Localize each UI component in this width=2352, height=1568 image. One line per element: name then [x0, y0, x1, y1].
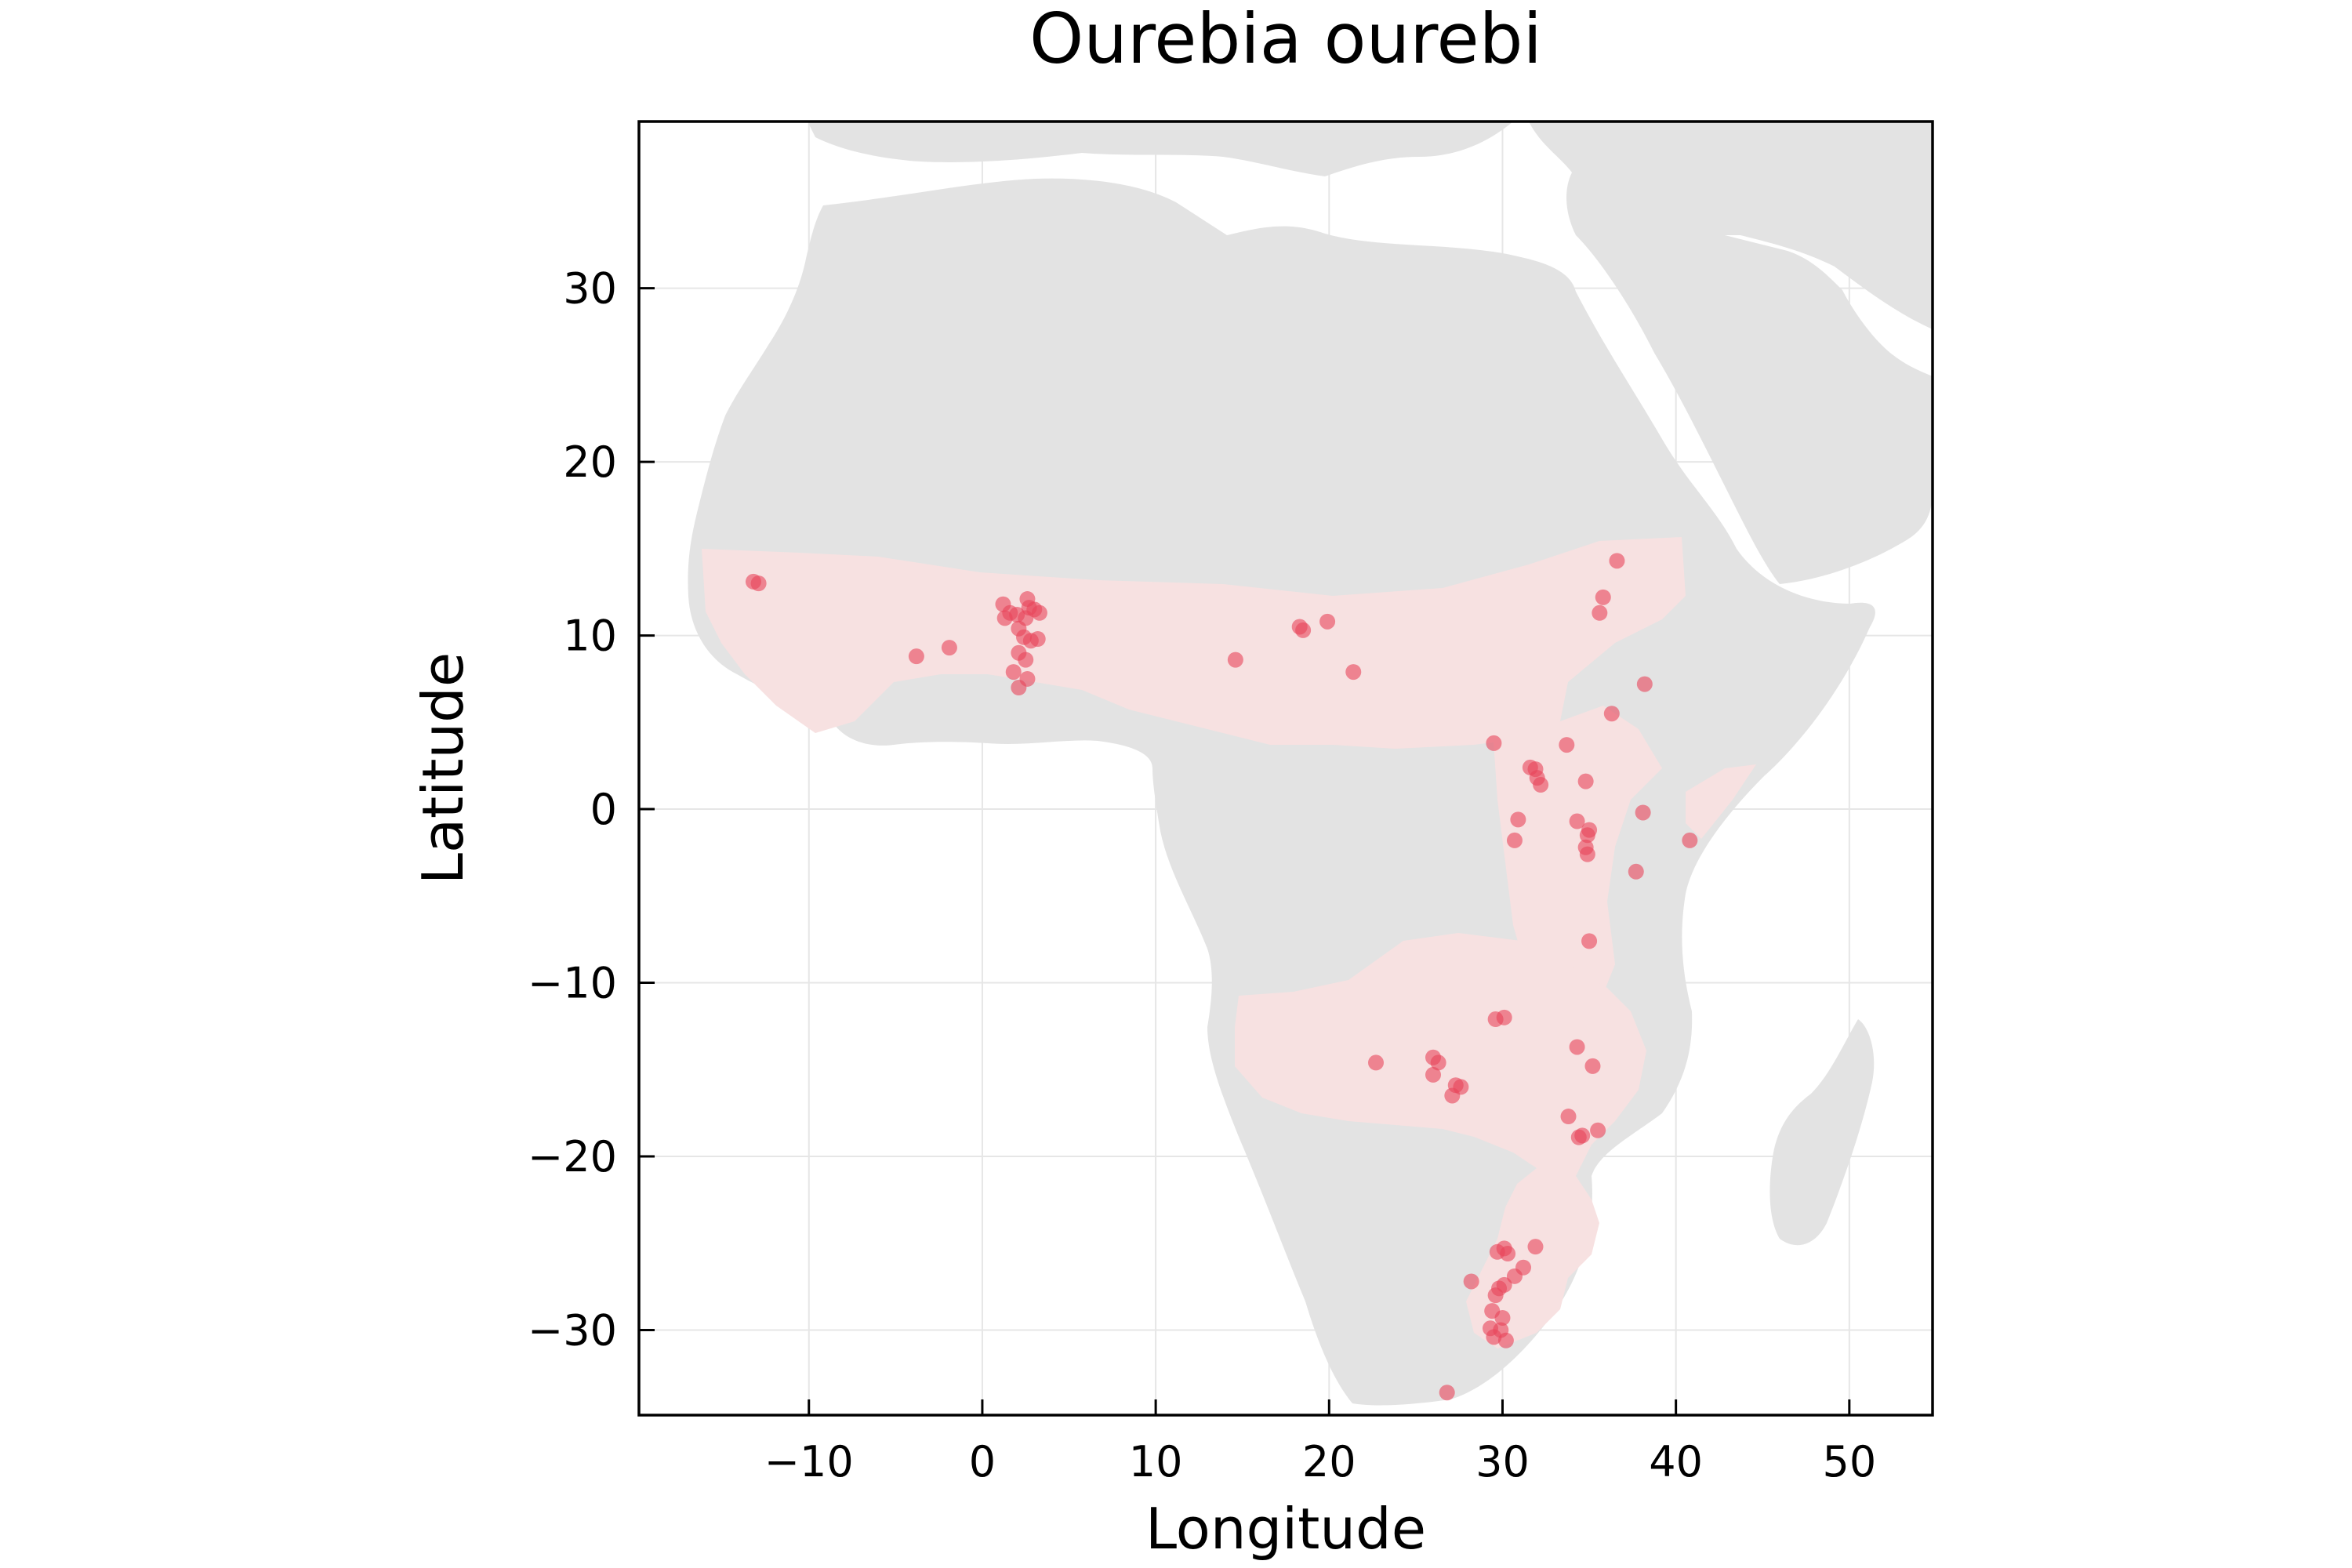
y-tick-label: 20 [563, 437, 617, 487]
occurrence-point [1581, 822, 1598, 838]
land-madagascar [1769, 1019, 1875, 1246]
occurrence-point [1496, 1276, 1512, 1293]
occurrence-point [1527, 1239, 1544, 1255]
x-tick-label: 20 [1302, 1437, 1356, 1486]
x-axis: −10 0 10 20 30 40 50 [764, 1399, 1876, 1486]
range-south-east [1466, 1168, 1599, 1348]
y-tick-label: 10 [563, 612, 617, 661]
occurrence-point [1569, 813, 1585, 829]
occurrence-point [1609, 553, 1625, 569]
occurrence-point [750, 575, 767, 592]
occurrence-point [1439, 1385, 1455, 1401]
occurrence-point [1682, 832, 1698, 848]
occurrence-point [1592, 604, 1608, 621]
occurrence-point [1510, 811, 1526, 828]
x-axis-label: Longitude [1145, 1496, 1426, 1562]
occurrence-point [1227, 652, 1243, 668]
y-tick-label: −20 [528, 1132, 617, 1181]
range-coast [1686, 764, 1756, 839]
occurrence-point [1425, 1066, 1442, 1083]
occurrence-point [1500, 1246, 1516, 1262]
y-tick-label: 0 [590, 785, 617, 834]
basemap [688, 122, 1933, 1406]
occurrence-point [1559, 737, 1575, 753]
occurrence-point [1430, 1054, 1446, 1071]
occurrence-point [1515, 1259, 1532, 1276]
occurrence-point [1579, 846, 1595, 862]
occurrence-point [1533, 777, 1549, 793]
x-tick-label: 50 [1822, 1437, 1876, 1486]
plot-area [637, 120, 1934, 1417]
occurrence-point [1635, 804, 1651, 821]
range-sahel [702, 537, 1686, 749]
occurrence-point [1496, 1009, 1512, 1025]
occurrence-point [1494, 1309, 1511, 1326]
occurrence-points [745, 553, 1698, 1401]
x-tick-label: 10 [1129, 1437, 1183, 1486]
x-tick-label: 0 [969, 1437, 996, 1486]
occurrence-point [1345, 664, 1362, 681]
occurrence-point [1590, 1122, 1606, 1138]
occurrence-point [941, 640, 957, 656]
x-tick-label: −10 [764, 1437, 854, 1486]
occurrence-point [1628, 863, 1644, 880]
occurrence-point [1497, 1332, 1514, 1348]
occurrence-point [1486, 1329, 1502, 1345]
occurrence-point [1569, 1039, 1585, 1055]
occurrence-point [1018, 652, 1034, 668]
occurrence-point [1463, 1273, 1479, 1290]
occurrence-point [1506, 832, 1523, 848]
land-europe [808, 122, 1513, 176]
occurrence-point [1603, 706, 1620, 722]
y-axis-label: Latitude [410, 652, 476, 884]
x-tick-label: 40 [1649, 1437, 1703, 1486]
occurrence-point [1368, 1054, 1385, 1071]
occurrence-point [1031, 604, 1047, 621]
occurrence-point [1487, 1287, 1504, 1304]
x-tick-label: 30 [1475, 1437, 1530, 1486]
y-tick-label: −30 [528, 1305, 617, 1355]
occurrence-point [1584, 1058, 1601, 1074]
occurrence-point [1577, 773, 1594, 789]
occurrence-point [1295, 622, 1312, 638]
occurrence-point [1005, 664, 1022, 681]
occurrence-point [1636, 676, 1653, 692]
occurrence-point [1029, 631, 1046, 647]
chart-title: Ourebia ourebi [1029, 0, 1542, 79]
land-near-east [1529, 122, 1933, 329]
land-arabia [1576, 235, 1933, 584]
occurrence-point [1486, 735, 1502, 751]
y-tick-label: 30 [563, 264, 617, 314]
occurrence-point [1444, 1087, 1461, 1104]
occurrence-point [1595, 589, 1611, 605]
y-tick-label: −10 [528, 959, 617, 1008]
occurrence-point [908, 648, 924, 665]
occurrence-point [1011, 680, 1027, 696]
y-axis: −30 −20 −10 0 10 20 30 [528, 264, 655, 1355]
plot-frame [637, 120, 1934, 1417]
occurrence-point [1581, 933, 1598, 949]
occurrence-point [1570, 1129, 1587, 1145]
occurrence-point [1319, 613, 1336, 630]
occurrence-point [1560, 1109, 1577, 1125]
